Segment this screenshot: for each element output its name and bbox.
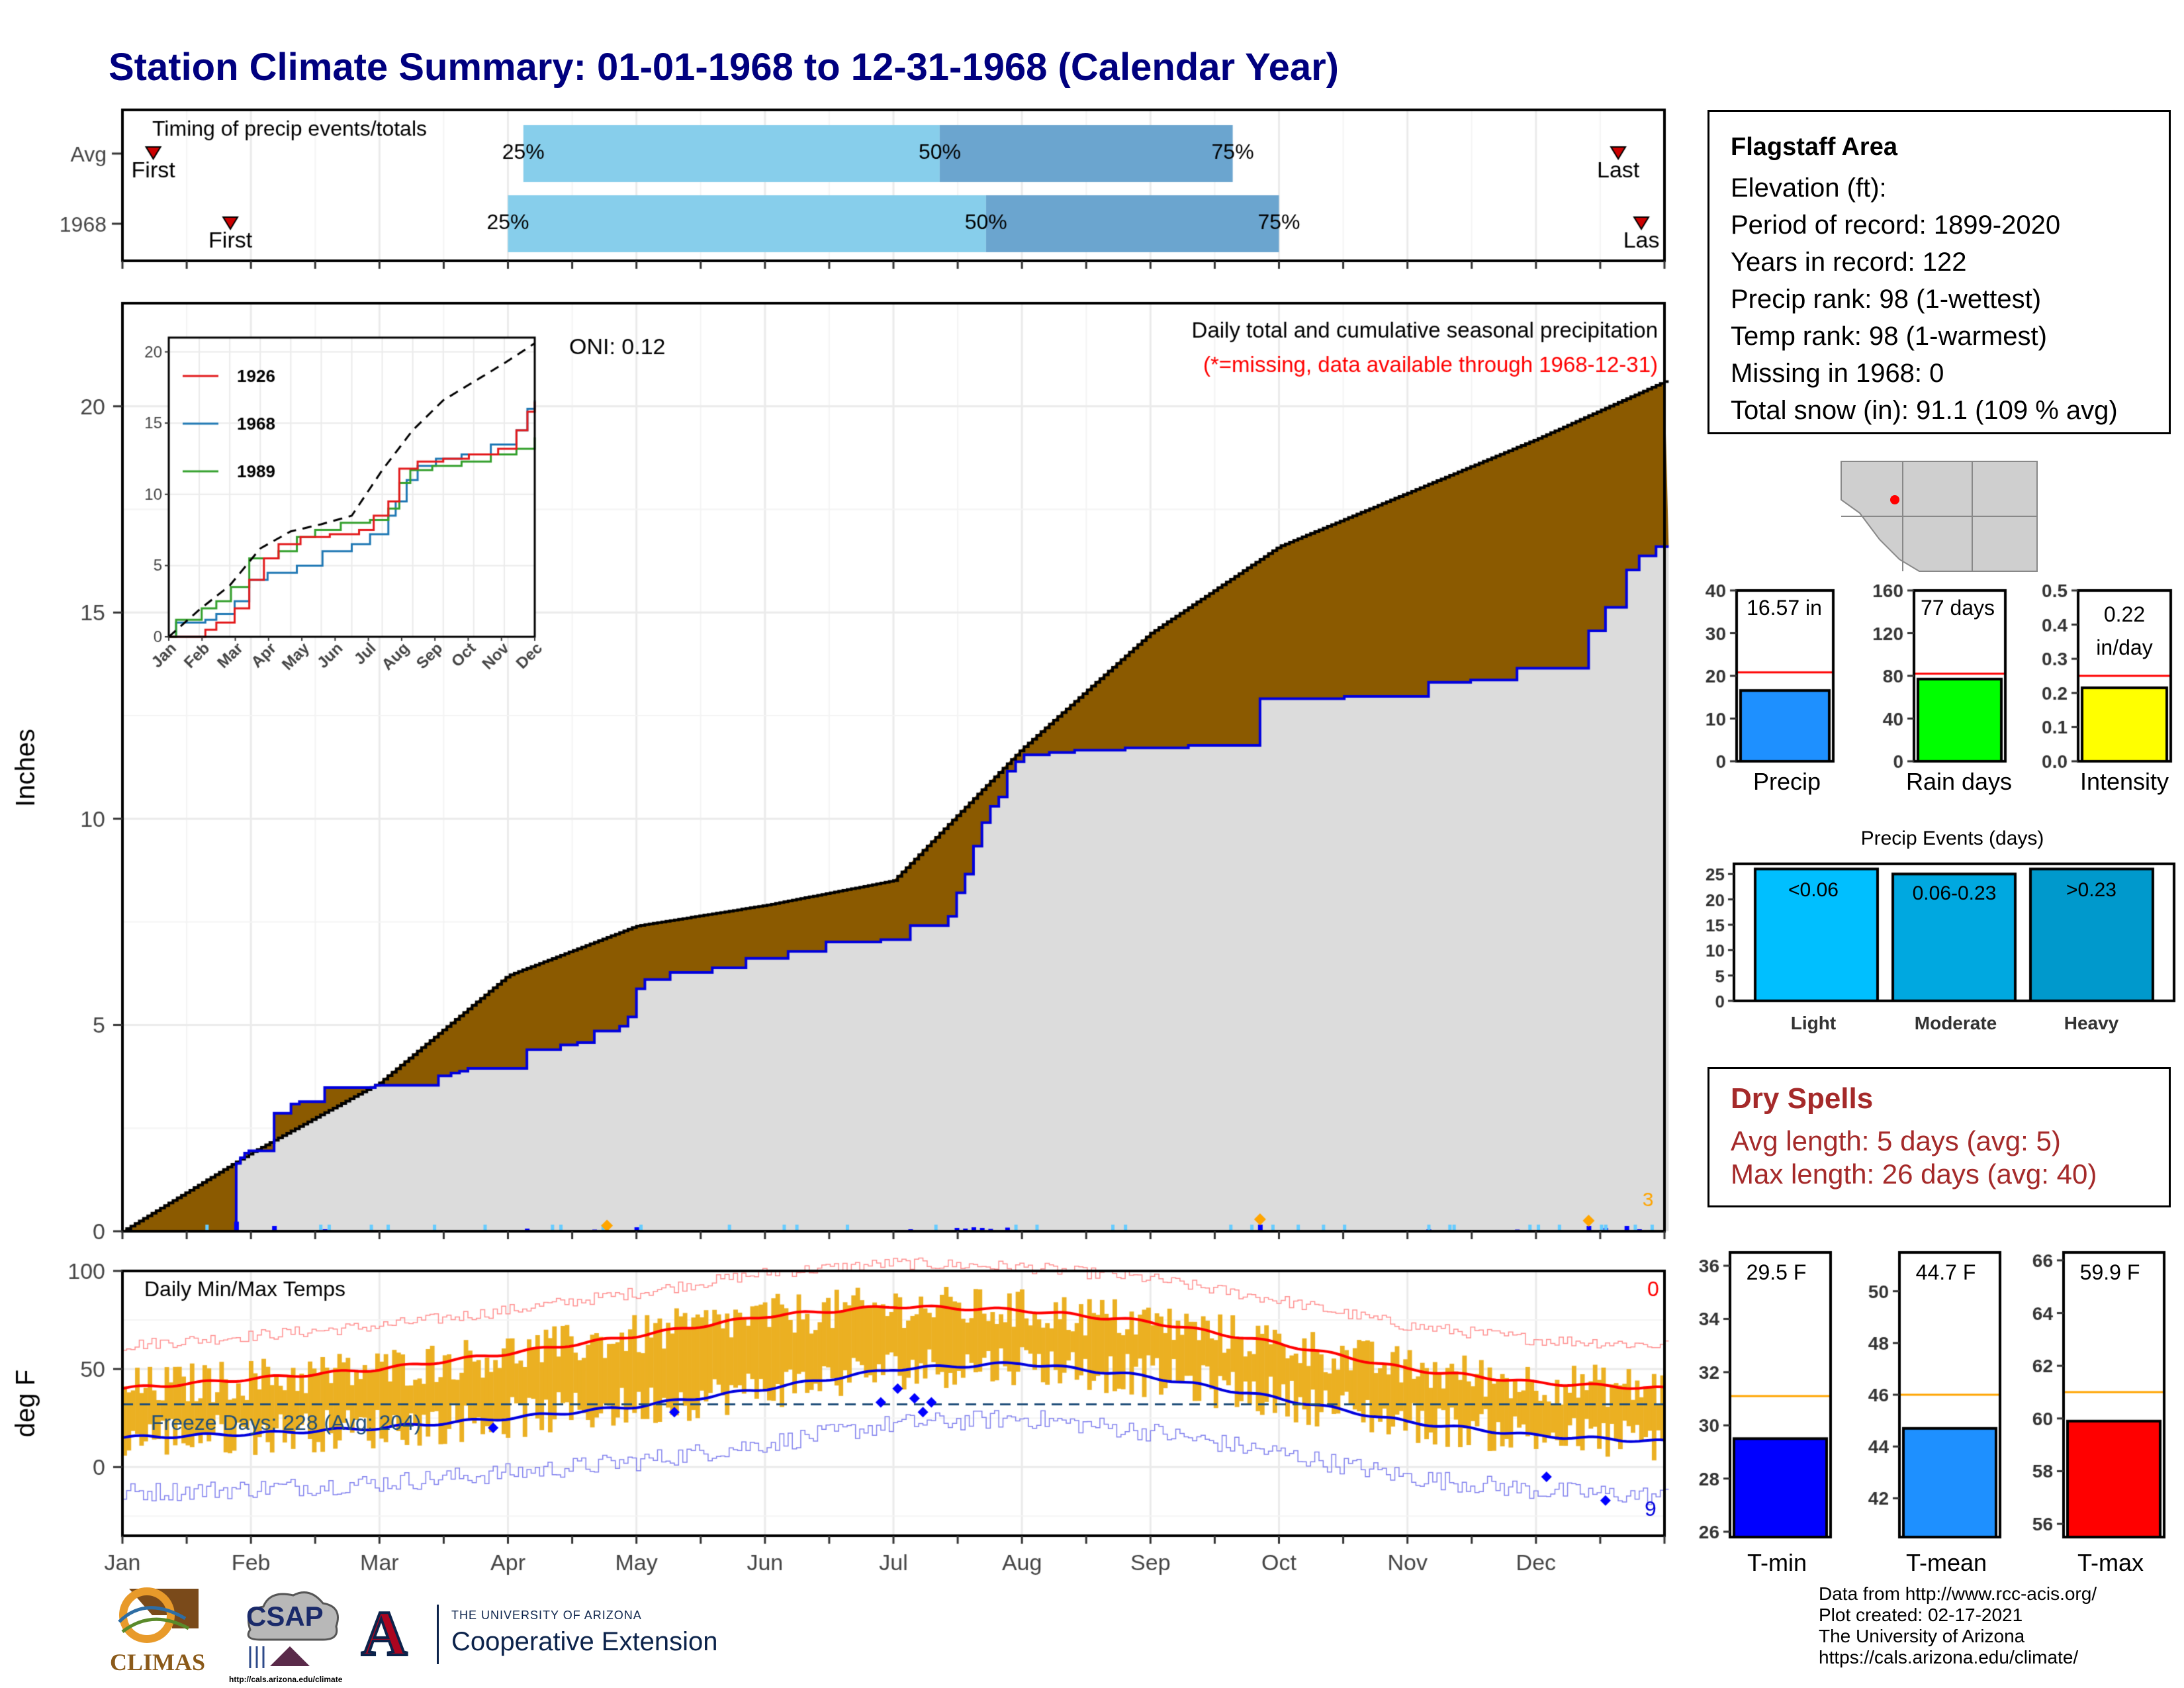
tmin-label: T-min	[1747, 1549, 1807, 1576]
dry-spells-title: Dry Spells	[1731, 1082, 1874, 1115]
ua-line-1: THE UNIVERSITY OF ARIZONA	[451, 1609, 642, 1622]
station-name: Flagstaff Area	[1731, 133, 1897, 161]
raindays-mini-value: 77 days	[1920, 596, 1995, 620]
credit-line-3: The University of Arizona	[1819, 1626, 2025, 1646]
events-cat-moderate: Moderate	[1914, 1013, 1997, 1033]
station-temp-rank: Temp rank: 98 (1-warmest)	[1731, 322, 2047, 351]
tmax-value: 59.9 F	[2079, 1260, 2140, 1284]
station-period: Period of record: 1899-2020	[1731, 211, 2061, 240]
station-precip-rank: Precip rank: 98 (1-wettest)	[1731, 285, 2042, 314]
credit-line-4: https://cals.arizona.edu/climate/	[1819, 1647, 2079, 1667]
ua-divider	[437, 1605, 439, 1664]
station-elevation: Elevation (ft):	[1731, 173, 1887, 203]
page-title: Station Climate Summary: 01-01-1968 to 1…	[109, 46, 1339, 89]
climas-logo	[118, 1587, 199, 1643]
locator-map	[1840, 460, 2038, 573]
precip-mini-label: Precip	[1752, 768, 1821, 795]
events-bar-label-heavy: >0.23	[2066, 879, 2116, 901]
station-years: Years in record: 122	[1731, 248, 1967, 277]
events-cat-light: Light	[1790, 1013, 1837, 1033]
climas-text: CLIMAS	[110, 1649, 206, 1675]
intensity-mini-value-1: 0.22	[2103, 602, 2146, 626]
tmean-value: 44.7 F	[1915, 1260, 1976, 1284]
events-cat-heavy: Heavy	[2064, 1013, 2119, 1033]
intensity-mini-value-2: in/day	[2096, 635, 2153, 659]
station-missing: Missing in 1968: 0	[1731, 359, 1944, 388]
intensity-mini-label: Intensity	[2079, 768, 2169, 795]
dry-spells-box: Dry Spells Avg length: 5 days (avg: 5) M…	[1707, 1067, 2171, 1207]
tmean-label: T-mean	[1905, 1549, 1987, 1576]
ua-logo	[361, 1606, 426, 1664]
events-bar-label-light: <0.06	[1788, 879, 1839, 901]
station-location-dot	[1890, 495, 1899, 504]
ua-line-2: Cooperative Extension	[451, 1627, 718, 1656]
dry-spells-avg: Avg length: 5 days (avg: 5)	[1731, 1125, 2061, 1156]
ua-block-a: A	[360, 1597, 408, 1670]
tmin-value: 29.5 F	[1746, 1260, 1807, 1284]
dry-spells-max: Max length: 26 days (avg: 40)	[1731, 1158, 2097, 1190]
credit-line-1: Data from http://www.rcc-acis.org/	[1819, 1583, 2097, 1604]
tmax-label: T-max	[2077, 1549, 2144, 1576]
events-title: Precip Events (days)	[1860, 827, 2044, 849]
raindays-mini-label: Rain days	[1905, 768, 2013, 795]
precip-mini-value: 16.57 in	[1747, 596, 1822, 620]
events-bar-label-moderate: 0.06-0.23	[1912, 882, 1997, 904]
credit-line-2: Plot created: 02-17-2021	[1819, 1605, 2023, 1625]
station-total-snow: Total snow (in): 91.1 (109 % avg)	[1731, 396, 2118, 425]
station-info-box: Flagstaff Area Elevation (ft): Period of…	[1707, 110, 2171, 434]
csap-text: CSAP	[246, 1601, 324, 1632]
csap-logo	[244, 1591, 339, 1669]
csap-url: http://cals.arizona.edu/climate	[229, 1675, 343, 1684]
